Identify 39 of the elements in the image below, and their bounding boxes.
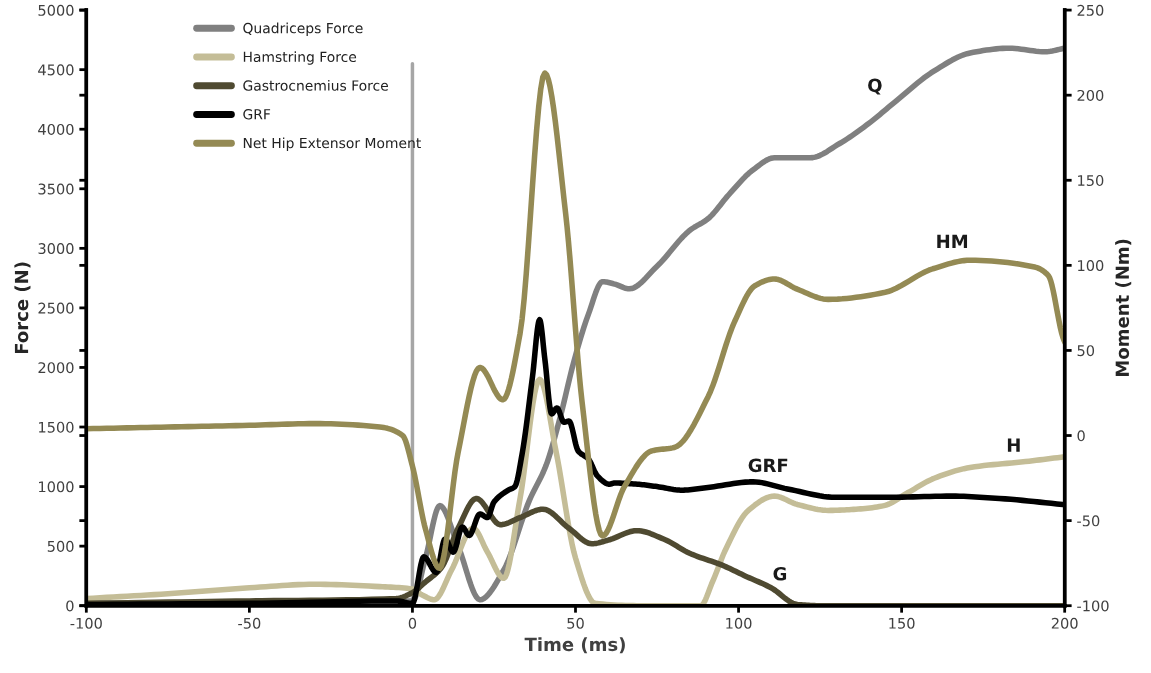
- y-tick-label: 1000: [39, 481, 74, 493]
- y2-tick-label: -100: [1077, 600, 1109, 612]
- x-tick-label: -50: [238, 617, 261, 629]
- y-tick-label: 3000: [38, 243, 74, 255]
- legend-label: Quadriceps Force: [243, 22, 363, 37]
- x-axis-title: Time (ms): [524, 637, 625, 654]
- annotation: Q: [868, 78, 882, 95]
- y-tick-label: 2500: [38, 302, 74, 314]
- x-tick-label: 200: [1051, 617, 1078, 629]
- y-tick-label: 0: [66, 600, 74, 612]
- y2-tick-label: 50: [1077, 345, 1095, 357]
- annotation: H: [1007, 438, 1020, 452]
- y2-tick-label: 150: [1078, 174, 1104, 187]
- y2-tick-label: 250: [1077, 4, 1104, 16]
- y2-tick-label: 0: [1077, 430, 1085, 442]
- x-tick-label: -100: [70, 617, 102, 629]
- annotation: GRF: [748, 458, 788, 473]
- legend-label: Hamstring Force: [243, 51, 357, 65]
- legend-label: GRF: [243, 109, 271, 120]
- legend-label: Gastrocnemius Force: [243, 80, 388, 91]
- y2-tick-label: 100: [1078, 260, 1104, 272]
- legend-label: Net Hip Extensor Moment: [243, 137, 421, 151]
- annotation: HM: [937, 234, 968, 248]
- x-tick-label: 150: [889, 617, 915, 629]
- y-axis-title: Force (N): [14, 262, 31, 354]
- y-tick-label: 3500: [38, 183, 74, 195]
- x-tick-label: 50: [567, 617, 584, 629]
- y2-axis-title: Moment (Nm): [1115, 239, 1132, 377]
- y-tick-label: 2000: [38, 362, 74, 374]
- y-tick-label: 4500: [38, 64, 74, 76]
- y2-tick-label: -50: [1077, 515, 1100, 527]
- x-tick-label: 0: [408, 617, 417, 629]
- y-tick-label: 1500: [39, 421, 74, 433]
- y-tick-label: 500: [47, 540, 74, 552]
- x-tick-label: 100: [726, 617, 752, 629]
- y-tick-label: 4000: [38, 123, 74, 135]
- annotation: G: [773, 566, 787, 581]
- y2-tick-label: 200: [1077, 89, 1104, 101]
- y-tick-label: 5000: [38, 4, 74, 16]
